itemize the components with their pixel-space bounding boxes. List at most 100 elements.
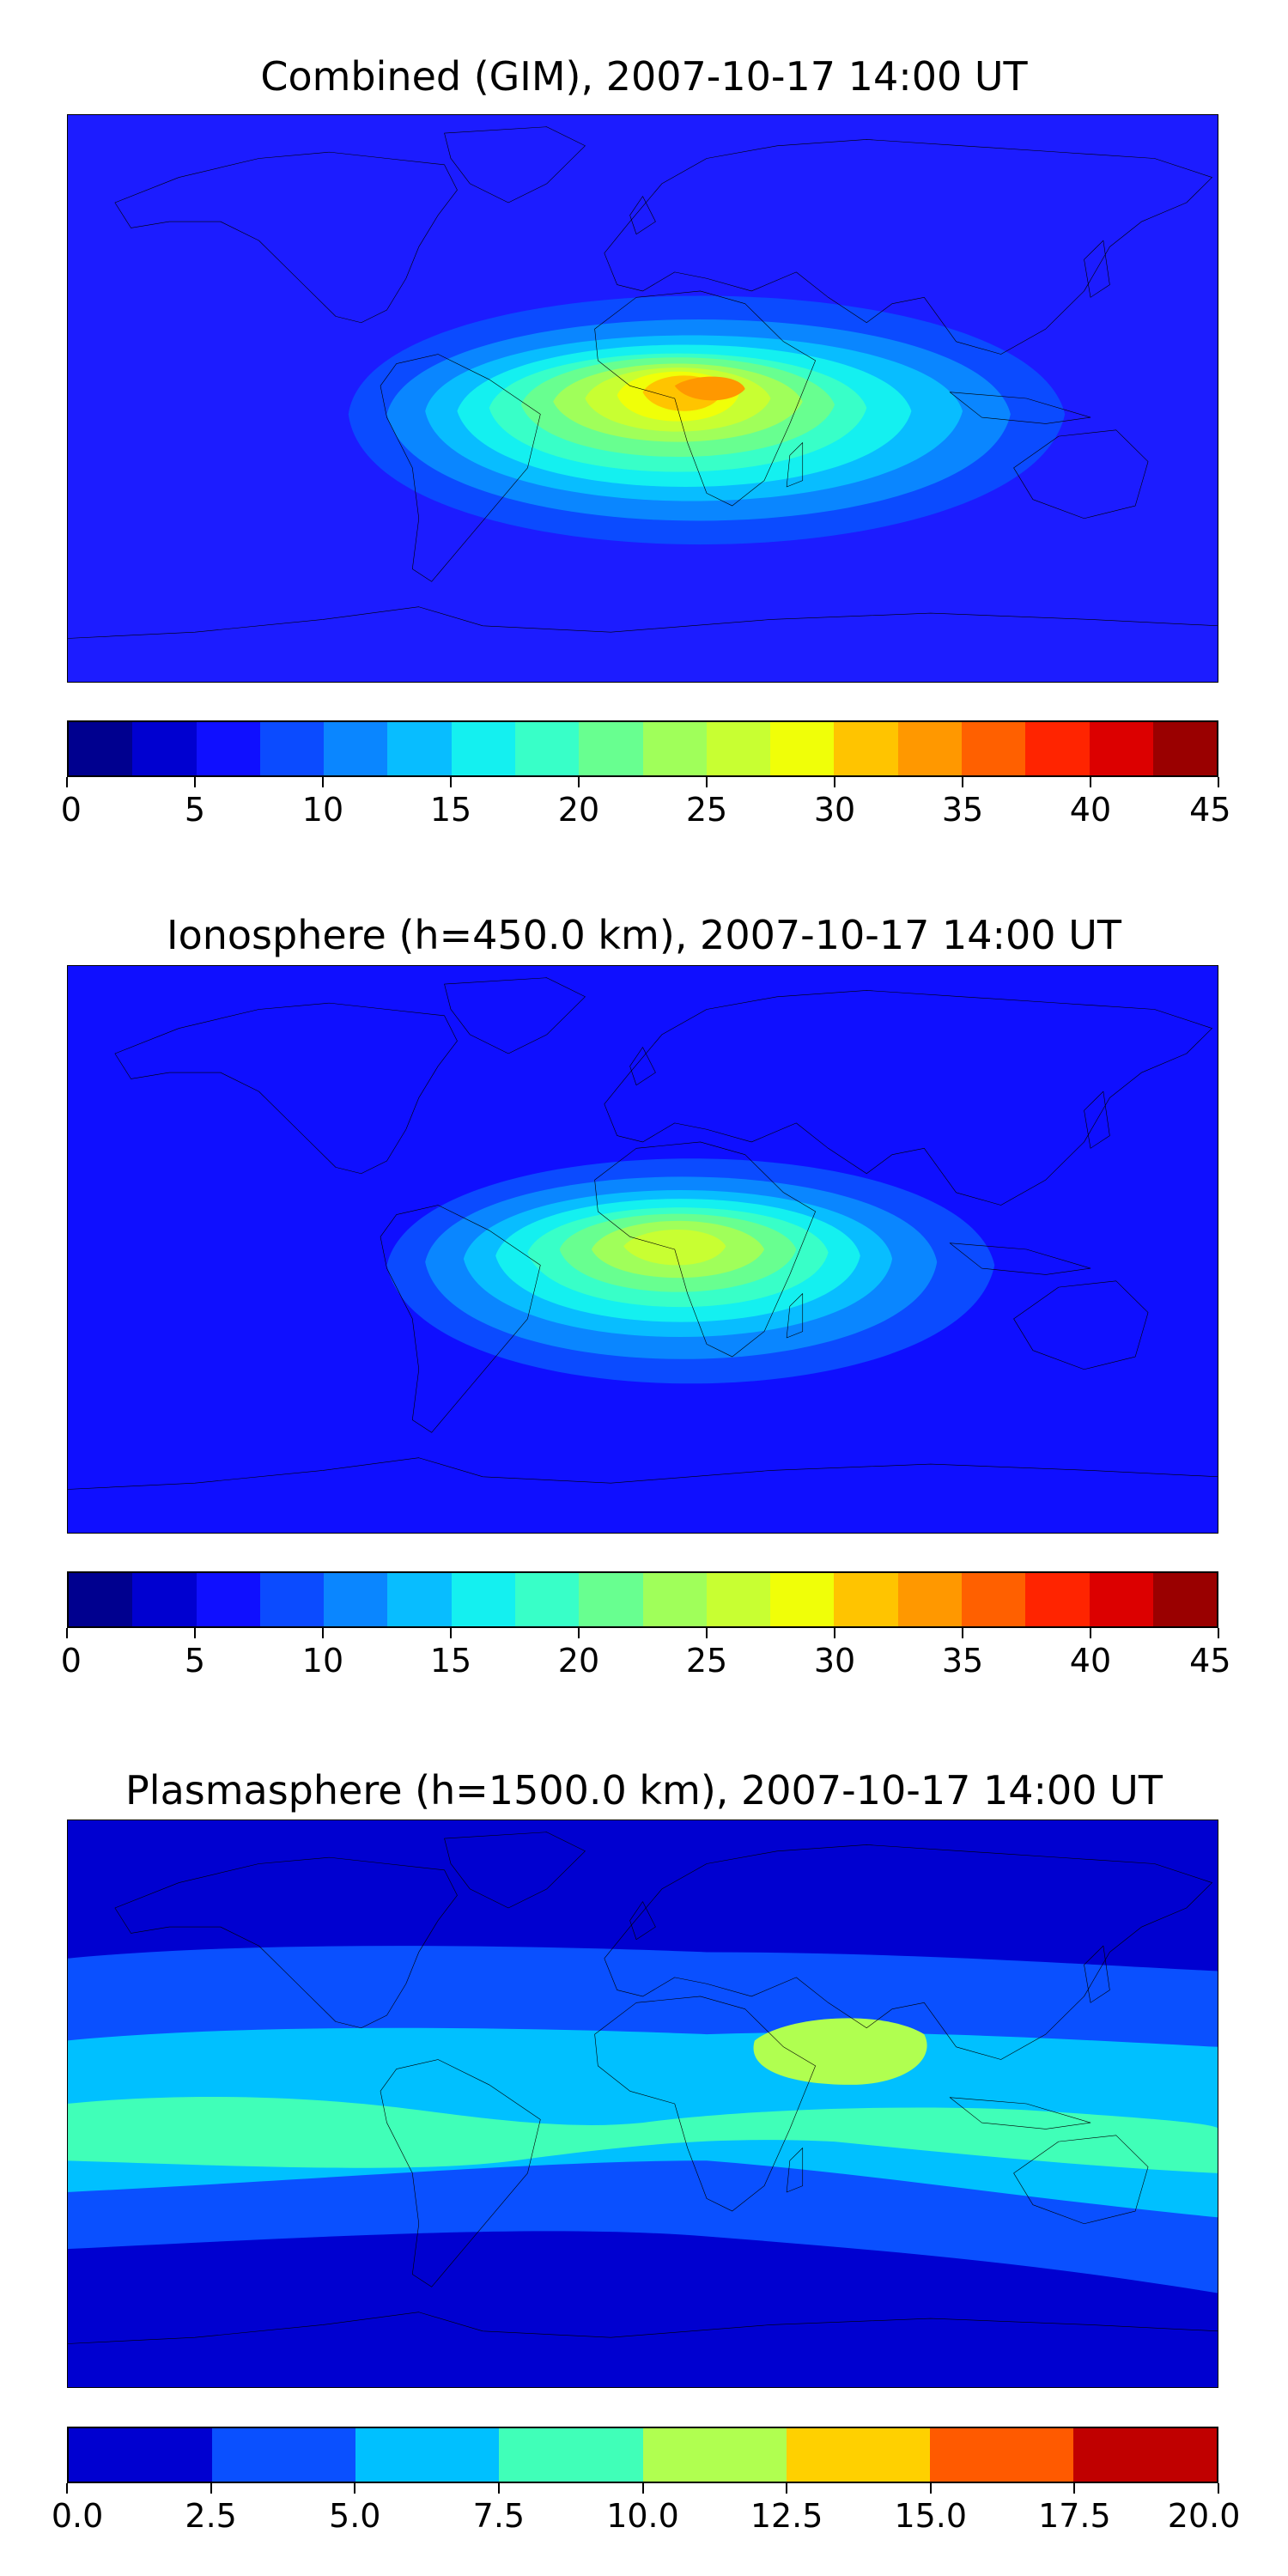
tick-label: 0.0	[51, 2497, 104, 2535]
colorbar-segment	[324, 1573, 388, 1626]
tick-mark	[1218, 1628, 1219, 1638]
contour-level-5-0	[67, 2027, 1218, 2218]
ionosphere-tec-map	[67, 965, 1218, 1534]
coastline-africa	[595, 1142, 816, 1357]
tick-label: 10.0	[606, 2497, 679, 2535]
tick-label: 7.5	[472, 2497, 526, 2535]
colorbar-segment	[451, 1573, 515, 1626]
coastline-british-isles	[630, 1902, 656, 1940]
colorbar-segment	[642, 1573, 707, 1626]
tick-mark	[1089, 1628, 1091, 1638]
tick-mark	[962, 777, 963, 787]
combined-colorbar-ticks: 0 5 10 15 20 25 30 35 40 45	[61, 777, 1231, 829]
tick-mark	[786, 2483, 788, 2494]
colorbar-segment	[196, 1573, 260, 1626]
combined-tec-map	[67, 114, 1218, 683]
colorbar-segment	[259, 722, 325, 775]
colorbar-segment	[770, 1573, 835, 1626]
coastline-indonesia	[950, 2098, 1091, 2129]
colorbar-segment	[387, 722, 452, 775]
tick-label: 30	[813, 1642, 856, 1680]
coastline-europe-asia	[605, 990, 1212, 1205]
coastline-africa	[595, 291, 816, 506]
tick-label: 40	[1069, 1642, 1112, 1680]
tick-mark	[210, 2483, 212, 2494]
tick-label: 20	[557, 1642, 600, 1680]
tick-mark	[641, 2483, 644, 2494]
tick-mark	[577, 1628, 580, 1638]
colorbar-segment	[579, 722, 643, 775]
plasmasphere-map-title: Plasmasphere (h=1500.0 km), 2007-10-17 1…	[125, 1767, 1163, 1814]
colorbar-segment	[642, 722, 707, 775]
tick-mark	[497, 2483, 500, 2494]
coastline-madagascar	[787, 2148, 803, 2191]
coastline-australia	[1014, 2136, 1148, 2224]
colorbar-segment	[1025, 722, 1090, 775]
colorbar-segment	[786, 2428, 930, 2482]
tick-mark	[66, 2483, 68, 2494]
tick-mark	[1089, 777, 1091, 787]
colorbar-segment	[451, 722, 515, 775]
tick-mark	[1073, 2483, 1076, 2494]
tick-label: 45	[1189, 1642, 1231, 1680]
tick-label: 0	[60, 791, 82, 829]
tick-label: 5	[184, 1642, 206, 1680]
coastline-antarctica	[67, 1458, 1218, 1534]
tick-mark	[929, 2483, 932, 2494]
tick-mark	[193, 777, 196, 787]
contour-level-7-5	[67, 2096, 1218, 2173]
tick-label: 40	[1069, 791, 1112, 829]
colorbar-segment	[1152, 722, 1217, 775]
colorbar-segment	[259, 1573, 325, 1626]
coastline-south-america	[380, 2060, 540, 2287]
coastline-australia	[1014, 1281, 1148, 1370]
colorbar-segment	[1072, 2428, 1217, 2482]
colorbar-segment	[69, 2428, 213, 2482]
tick-mark	[321, 1628, 324, 1638]
coastline-north-america	[115, 1857, 458, 2028]
coastline-greenland	[445, 978, 586, 1054]
plasmasphere-colorbar	[67, 2427, 1218, 2483]
plasmasphere-tec-map	[67, 1820, 1218, 2388]
coastline-japan	[1084, 1091, 1110, 1148]
colorbar-segment	[961, 722, 1026, 775]
contour-level-35	[674, 376, 745, 401]
tick-label: 35	[941, 791, 984, 829]
colorbar-segment	[706, 1573, 771, 1626]
colorbar-segment	[579, 1573, 643, 1626]
coastline-north-america	[115, 1003, 458, 1174]
colorbar-segment	[212, 2428, 356, 2482]
colorbar-segment	[132, 722, 197, 775]
colorbar-segment	[514, 1573, 580, 1626]
colorbar-segment	[961, 1573, 1026, 1626]
contour-level-25	[623, 1230, 726, 1266]
colorbar-segment	[1089, 1573, 1153, 1626]
coastline-indonesia	[950, 1243, 1091, 1275]
tick-mark	[834, 777, 835, 787]
tick-label: 30	[813, 791, 856, 829]
coastline-antarctica	[67, 2312, 1218, 2388]
tick-mark	[450, 1628, 452, 1638]
coastline-antarctica	[67, 607, 1218, 683]
coastline-madagascar	[787, 1293, 803, 1337]
colorbar-segment	[514, 722, 580, 775]
tick-mark	[321, 777, 324, 787]
tick-label: 15	[429, 791, 472, 829]
tick-mark	[1218, 2483, 1219, 2494]
tick-label: 45	[1189, 791, 1231, 829]
coastline-indonesia	[950, 392, 1091, 424]
tick-label: 20	[557, 791, 600, 829]
tick-mark	[962, 1628, 963, 1638]
coastline-australia	[1014, 430, 1148, 519]
contour-level-10-0	[753, 2018, 927, 2085]
colorbar-segment	[897, 722, 962, 775]
coastline-madagascar	[787, 442, 803, 486]
coastline-british-isles	[630, 197, 656, 234]
colorbar-segment	[1152, 1573, 1217, 1626]
colorbar-segment	[69, 722, 133, 775]
tick-label: 2.5	[185, 2497, 237, 2535]
coastline-south-america	[380, 355, 540, 582]
colorbar-segment	[834, 1573, 898, 1626]
colorbar-segment	[387, 1573, 452, 1626]
combined-colorbar	[67, 720, 1218, 777]
